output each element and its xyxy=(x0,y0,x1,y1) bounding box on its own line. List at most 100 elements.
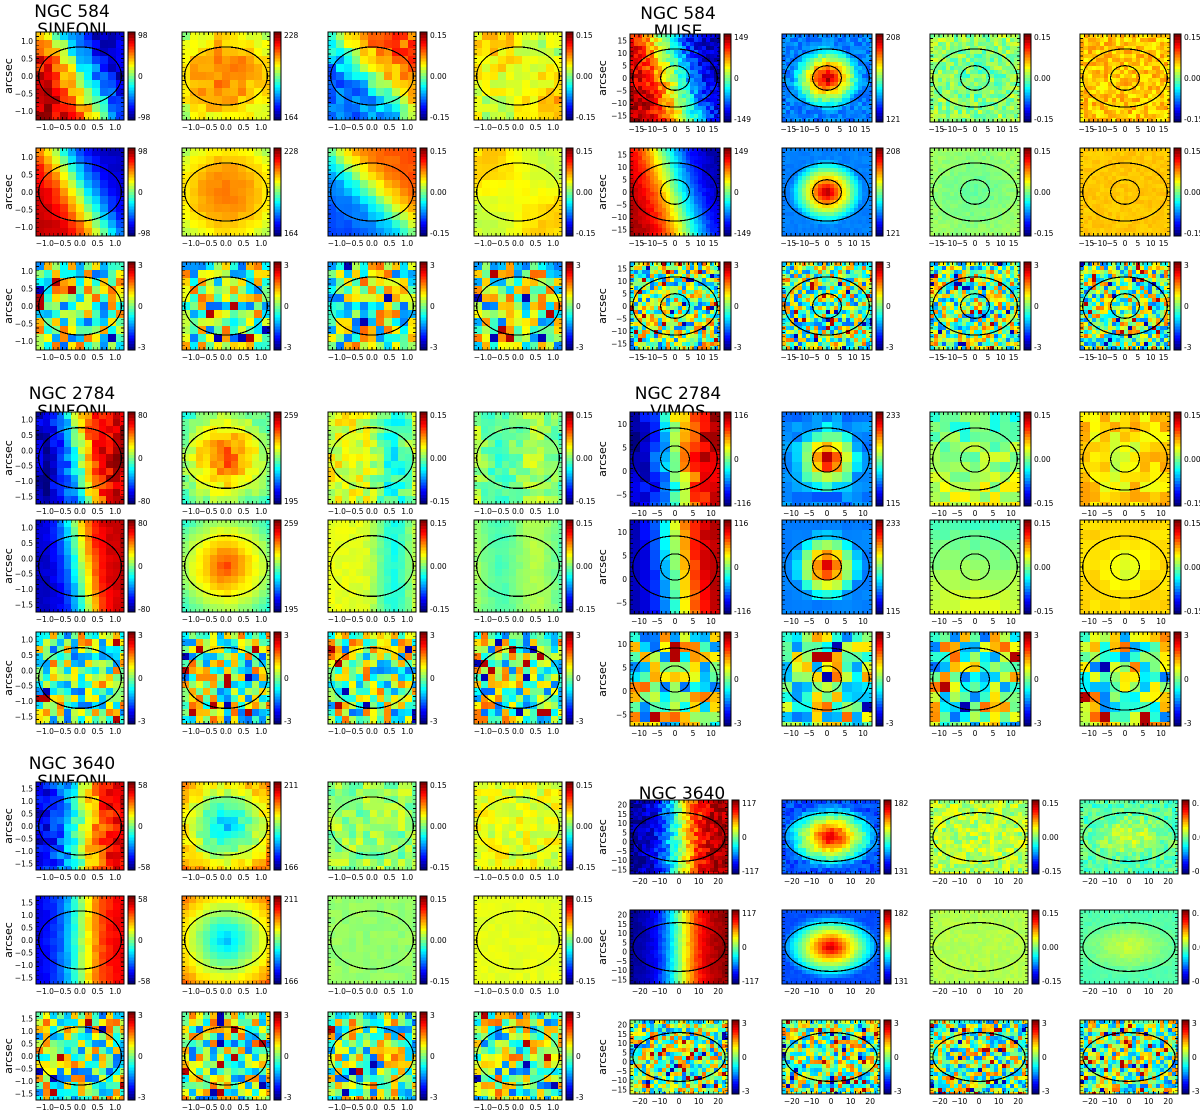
y-tick-label: 1.5 xyxy=(21,898,33,907)
y-axis-label: arcsec xyxy=(596,661,609,697)
x-tick-label: 0.0 xyxy=(512,615,524,624)
x-tick-label: 0 xyxy=(977,1097,982,1106)
map-panel: −1.0 −0.5 0.0 0.5 1.01.00.50.0−0.5−1.0−1.530… xyxy=(2,631,146,736)
x-tick-label: −0.5 xyxy=(345,507,363,516)
x-tick-label: −0.5 xyxy=(345,123,363,132)
x-tick-label: −10 xyxy=(783,617,799,626)
y-tick-label: 0.0 xyxy=(21,936,33,945)
colorbar-label: 0.00 xyxy=(430,454,447,463)
colorbar-label: 0 xyxy=(576,302,581,311)
y-tick-label: 0.5 xyxy=(21,809,33,818)
x-tick-label: −10 xyxy=(1091,353,1107,362)
x-tick-label: 1.0 xyxy=(255,239,267,248)
map-panel: −1.0 −0.5 0.0 0.5 1.0 3 0 -3 xyxy=(327,1011,438,1112)
colorbar-label: 0.15 xyxy=(1042,799,1059,808)
colorbar-label: 0.00 xyxy=(1184,74,1200,83)
colorbar-label: 0 xyxy=(430,674,435,683)
colorbar-label: -0.15 xyxy=(576,497,596,506)
colorbar-label: 0 xyxy=(1192,1053,1197,1062)
x-tick-label: 0.5 xyxy=(530,507,542,516)
colorbar-label: 58 xyxy=(138,895,148,904)
x-tick-label: 10 xyxy=(1156,617,1166,626)
x-tick-label: −1.0 xyxy=(328,123,346,132)
colorbar-label: 0.15 xyxy=(430,895,447,904)
colorbar-label: -3 xyxy=(138,717,146,726)
colorbar-label: 0 xyxy=(886,302,891,311)
x-tick-label: −10 xyxy=(783,729,799,738)
colorbar-label: 0.15 xyxy=(430,31,447,40)
x-tick-label: 5 xyxy=(837,125,842,134)
x-tick-label: −10 xyxy=(803,1097,819,1106)
colorbar-label: -0.15 xyxy=(1192,977,1200,986)
x-tick-label: −5 xyxy=(651,729,662,738)
x-tick-label: 0.0 xyxy=(366,123,378,132)
y-tick-label: −1.5 xyxy=(15,712,33,721)
colorbar-label: 233 xyxy=(886,519,901,528)
y-tick-label: −10 xyxy=(611,213,627,222)
y-tick-label: 5 xyxy=(622,663,627,672)
y-tick-label: 1.0 xyxy=(21,524,33,533)
colorbar-label: 0.15 xyxy=(1184,33,1200,42)
x-tick-label: 5 xyxy=(843,729,848,738)
x-tick-label: −10 xyxy=(1081,729,1097,738)
x-tick-label: 10 xyxy=(1006,617,1016,626)
colorbar-label: 3 xyxy=(138,261,143,270)
x-tick-label: 0.5 xyxy=(530,987,542,996)
x-tick-label: 0.0 xyxy=(512,353,524,362)
x-tick-label: 0 xyxy=(673,239,678,248)
x-tick-label: 0.5 xyxy=(238,507,250,516)
x-tick-label: −15 xyxy=(929,353,945,362)
x-tick-label: −10 xyxy=(631,729,647,738)
x-tick-label: 1.0 xyxy=(255,1103,267,1112)
x-tick-label: −0.5 xyxy=(199,507,217,516)
x-tick-label: −5 xyxy=(951,729,962,738)
colorbar-label: 0 xyxy=(742,943,747,952)
y-axis-label: arcsec xyxy=(596,549,609,585)
colorbar-label: 0.15 xyxy=(576,31,593,40)
x-tick-label: 0 xyxy=(825,239,830,248)
figure-block-ngc3640-sinfoni: NGC 3640SINFONI−1.0−0.50.00.51.01.51.00.… xyxy=(2,754,596,1112)
x-tick-label: 0 xyxy=(973,729,978,738)
x-tick-label: −1.0 xyxy=(182,873,200,882)
y-tick-label: 0 xyxy=(622,467,627,476)
colorbar-label: 211 xyxy=(284,781,299,790)
colorbar-label: -0.15 xyxy=(1184,115,1200,124)
colorbar-label: 0.15 xyxy=(1184,147,1200,156)
map-panel: −10 −5 0 5 10 10 5 0 −5 3 0 -3 arcsec xyxy=(596,631,742,738)
x-tick-label: 1.0 xyxy=(401,239,413,248)
y-tick-label: −10 xyxy=(611,966,627,975)
y-tick-label: −15 xyxy=(611,226,627,235)
colorbar-label: 3 xyxy=(430,261,435,270)
x-tick-label: 10 xyxy=(694,877,704,886)
x-tick-label: 0.5 xyxy=(238,1103,250,1112)
x-tick-label: −20 xyxy=(1082,987,1098,996)
map-panel: −1.0 −0.5 0.0 0.5 1.01.00.50.0−0.5−1.0−1.580… xyxy=(2,519,150,624)
x-tick-label: −10 xyxy=(631,509,647,518)
colorbar-label: 0.00 xyxy=(1184,455,1200,464)
x-tick-label: 0.0 xyxy=(512,123,524,132)
map-panel: −1.0 −0.5 0.0 0.5 1.01.00.50.0−0.5−1.0980-98… xyxy=(2,147,150,248)
colorbar-label: -3 xyxy=(284,343,292,352)
x-tick-label: 0 xyxy=(829,877,834,886)
y-axis-label: arcsec xyxy=(596,1039,609,1075)
x-tick-label: 0.0 xyxy=(74,507,86,516)
colorbar-label: 3 xyxy=(430,631,435,640)
x-tick-label: −0.5 xyxy=(345,615,363,624)
colorbar-label: 3 xyxy=(1184,261,1189,270)
x-tick-label: −10 xyxy=(941,239,957,248)
x-tick-label: 0 xyxy=(825,617,830,626)
y-tick-label: 0.0 xyxy=(21,822,33,831)
map-panel: −1.0 −0.5 0.0 0.5 1.0 3 0 -3 xyxy=(181,631,292,736)
x-tick-label: 5 xyxy=(985,353,990,362)
y-tick-label: 0.5 xyxy=(21,1039,33,1048)
x-tick-label: 0.5 xyxy=(384,1103,396,1112)
x-tick-label: 1.0 xyxy=(109,1103,121,1112)
x-tick-label: 10 xyxy=(1144,1097,1154,1106)
map-panel: −15−10 −5 0 5 10 15 208 121 xyxy=(781,33,901,134)
map-panel: −1.0 −0.5 0.0 0.5 1.01.51.00.50.0−0.5−1.0−1.… xyxy=(2,781,150,882)
colorbar-label: 0.15 xyxy=(1042,909,1059,918)
y-tick-label: 10 xyxy=(617,819,627,828)
x-tick-label: 5 xyxy=(1135,239,1140,248)
y-axis-label: arcsec xyxy=(2,288,15,324)
